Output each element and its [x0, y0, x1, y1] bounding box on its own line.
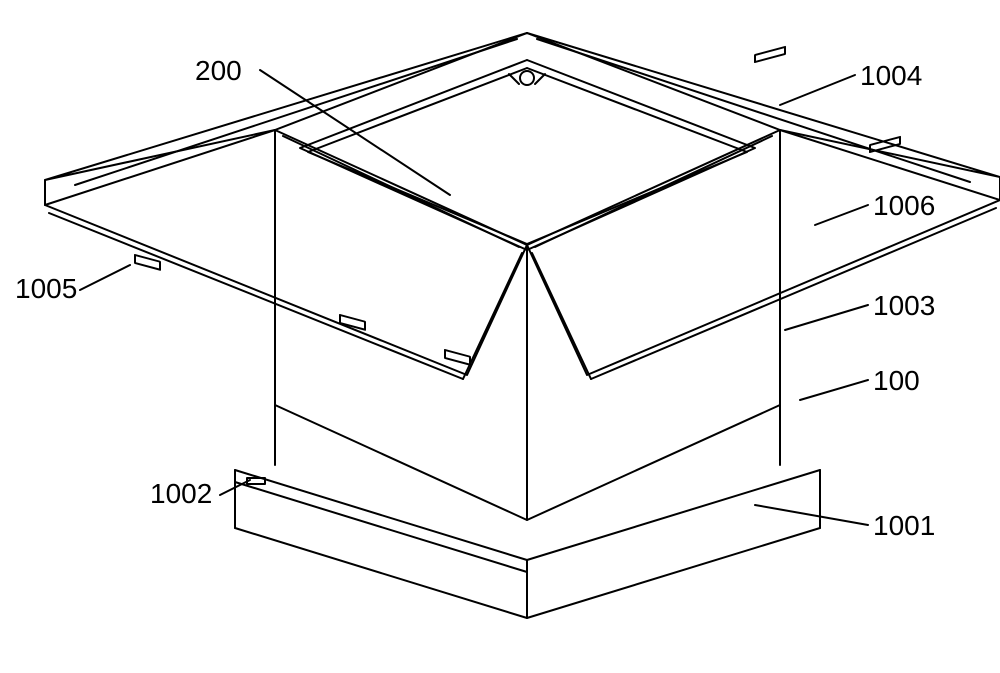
technical-drawing: 200 1004 1006 1003 100 1001 1002 1005	[0, 0, 1000, 673]
callout-label: 200	[195, 55, 242, 86]
callout-label: 100	[873, 365, 920, 396]
callout-label: 1002	[150, 478, 212, 509]
callout-label: 1004	[860, 60, 922, 91]
callout-label: 1006	[873, 190, 935, 221]
callout-label: 1001	[873, 510, 935, 541]
callout-label: 1005	[15, 273, 77, 304]
callout-label: 1003	[873, 290, 935, 321]
